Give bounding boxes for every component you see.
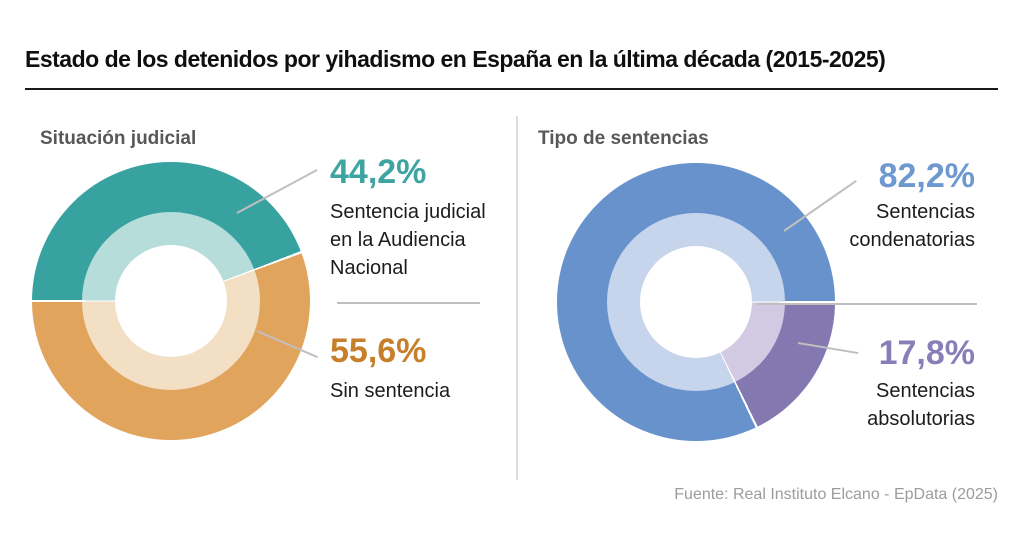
slice-label-sentencia-judicial: Sentencia judicial en la Audiencia Nacio… bbox=[330, 201, 486, 279]
source-credit: Fuente: Real Instituto Elcano - EpData (… bbox=[674, 486, 998, 503]
page-title: Estado de los detenidos por yihadismo en… bbox=[25, 46, 886, 72]
slice-label-sin-sentencia: Sin sentencia bbox=[330, 380, 451, 402]
title-underline bbox=[25, 88, 998, 90]
callout-line-boundary-right bbox=[757, 303, 977, 305]
donut-hole bbox=[640, 246, 752, 358]
slice-label-absolutorias: Sentencias absolutorias bbox=[867, 380, 975, 430]
donut-chart-situacion-judicial bbox=[32, 162, 310, 440]
label-separator-line-left bbox=[337, 302, 480, 304]
panel-heading-tipo-de-sentencias: Tipo de sentencias bbox=[538, 128, 709, 149]
panel-divider bbox=[516, 116, 518, 480]
panel-heading-situacion-judicial: Situación judicial bbox=[40, 128, 197, 149]
donut-hole bbox=[115, 245, 227, 357]
pct-value-sin-sentencia: 55,6% bbox=[330, 332, 427, 370]
pct-value-absolutorias: 17,8% bbox=[878, 334, 975, 372]
slice-label-condenatorias: Sentencias condenatorias bbox=[849, 201, 975, 251]
donut-chart-tipo-de-sentencias bbox=[557, 163, 835, 441]
pct-value-sentencia-judicial: 44,2% bbox=[330, 153, 427, 191]
pct-value-condenatorias: 82,2% bbox=[878, 157, 975, 195]
